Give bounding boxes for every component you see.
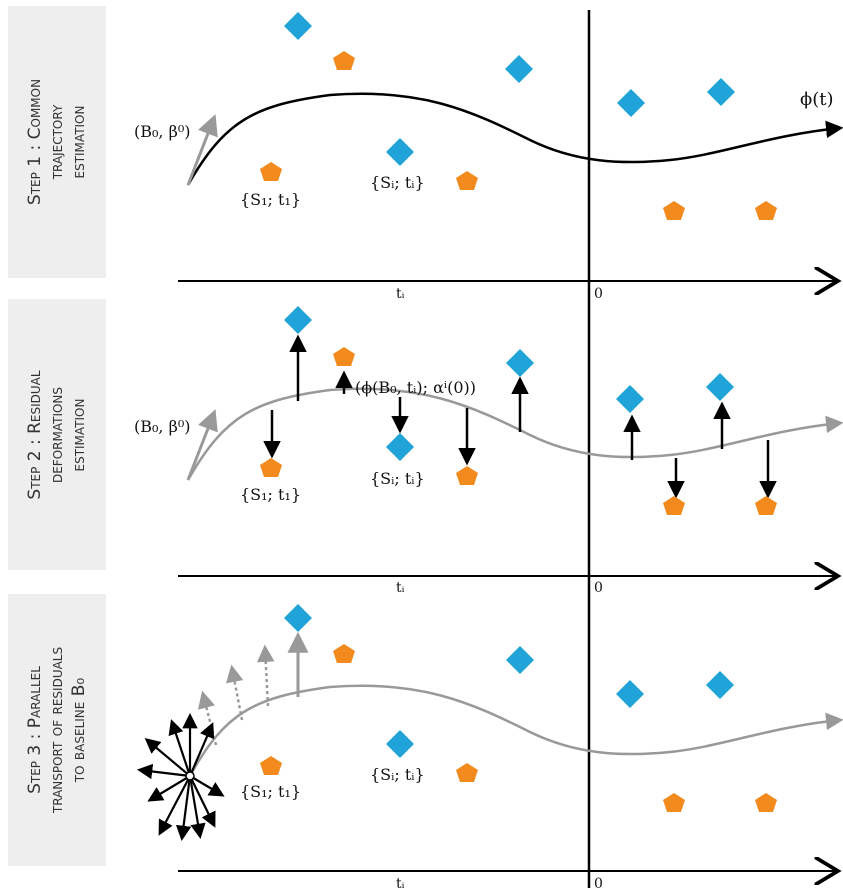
step3-pentagon-5: [755, 793, 777, 812]
step1-diamond-5: [707, 78, 735, 106]
step3-pentagon-2: [260, 756, 282, 775]
step1-axis-tick-ti: tᵢ: [396, 286, 405, 302]
step2-si-label: {Sᵢ; tᵢ}: [370, 469, 425, 488]
step1-pentagon-5: [755, 201, 777, 220]
step2-init-label: (B₀, β⁰): [134, 417, 191, 436]
step2-pentagon-4: [663, 496, 685, 515]
step3-transport-arrow-dotted-1: [256, 644, 275, 707]
step3-s1-label: {S₁; t₁}: [240, 782, 301, 801]
step3-transport-arrow-dotted-2: [226, 664, 244, 721]
step1-pentagon-3: [456, 171, 478, 190]
step3-diamond-2: [506, 646, 534, 674]
step3-panel: tᵢ 0 {S₁; t₁} {Sᵢ; tᵢ}: [136, 604, 843, 892]
step2-pentagon-2: [260, 458, 282, 477]
step3-baseline-point: [185, 771, 195, 781]
step3-diamond-4: [616, 680, 644, 708]
step3-pentagon-3: [456, 763, 478, 782]
step2-diamond-1: [284, 306, 312, 334]
step2-axis-tick-ti: tᵢ: [396, 580, 405, 596]
step2-trajectory-curve: [186, 387, 843, 481]
step1-pentagon-1: [333, 51, 355, 70]
step3-diamond-3: [386, 730, 414, 758]
step3-si-label: {Sᵢ; tᵢ}: [370, 765, 425, 784]
step1-init-label: (B₀, β⁰): [134, 122, 191, 141]
step2-pentagon-5: [755, 496, 777, 515]
step2-init-vector: [186, 409, 218, 481]
step3-trajectory-curve: [188, 684, 843, 777]
step2-axis-tick-zero: 0: [594, 580, 603, 596]
step1-diamond-3: [386, 138, 414, 166]
step2-diamond-4: [616, 385, 644, 413]
step3-axis-tick-zero: 0: [594, 876, 603, 892]
step1-trajectory-curve: [186, 92, 843, 186]
step1-s1-label: {S₁; t₁}: [240, 190, 301, 209]
step2-diamond-5: [706, 373, 734, 401]
step1-pentagon-4: [663, 201, 685, 220]
step1-si-label: {Sᵢ; tᵢ}: [370, 173, 425, 192]
step3-axis-tick-ti: tᵢ: [396, 876, 405, 892]
step3-diamond-1: [284, 604, 312, 632]
step3-label-box: Step 3 : Parallel transport of residuals…: [8, 594, 106, 866]
step2-residual-label: (ϕ(B₀, tᵢ); αⁱ(0)): [355, 378, 476, 397]
step3-transport-arrow-dotted-3: [197, 690, 218, 746]
step2-s1-label: {S₁; t₁}: [240, 485, 301, 504]
step1-init-vector: [186, 114, 218, 186]
step3-diamond-5: [706, 671, 734, 699]
step2-diamond-2: [506, 349, 534, 377]
step3-pentagon-1: [333, 644, 355, 663]
step1-diamond-4: [617, 89, 645, 117]
step2-pentagon-3: [456, 466, 478, 485]
step1-pentagon-2: [260, 162, 282, 181]
step1-diamond-2: [505, 55, 533, 83]
step1-panel: tᵢ 0 (B₀, β⁰) ϕ(t) {S₁; t₁} {Sᵢ; tᵢ}: [134, 12, 843, 302]
step2-diamond-3: [386, 433, 414, 461]
step2-label-box: Step 2 : Residual deformations estimatio…: [8, 299, 106, 570]
step1-phi-label: ϕ(t): [800, 89, 834, 110]
step3-residual-starburst: [136, 712, 225, 842]
step1-axis-tick-zero: 0: [594, 286, 603, 302]
step2-pentagon-1: [333, 347, 355, 366]
step2-panel: tᵢ 0 (B₀, β⁰) (ϕ(B₀, tᵢ); αⁱ(0)) {S₁; t₁…: [134, 306, 843, 596]
step1-diamond-1: [284, 12, 312, 40]
step3-pentagon-4: [663, 793, 685, 812]
step1-label-box: Step 1 : Common trajectory estimation: [8, 6, 106, 278]
